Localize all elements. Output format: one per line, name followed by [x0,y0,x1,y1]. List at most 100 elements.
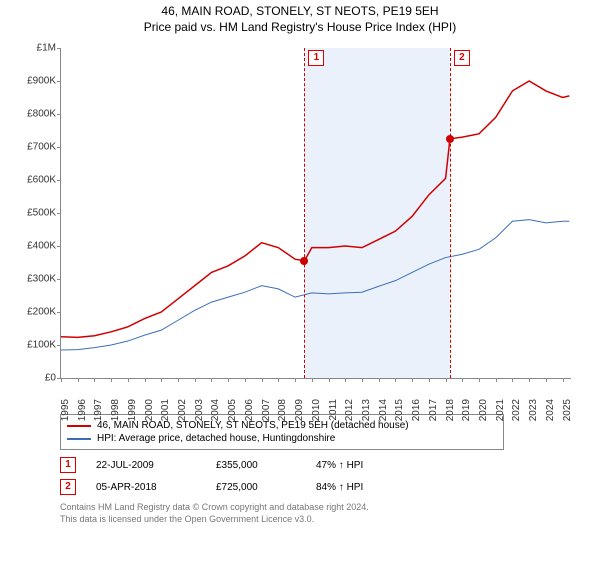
chart: 12 £0£100K£200K£300K£400K£500K£600K£700K… [20,38,580,408]
x-axis-label: 2017 [428,399,439,421]
series-property [61,81,569,337]
legend-label: 46, MAIN ROAD, STONELY, ST NEOTS, PE19 5… [97,420,409,431]
x-tick [362,378,363,382]
x-tick [278,378,279,382]
y-tick [57,213,61,214]
x-axis-label: 2020 [478,399,489,421]
x-tick [379,378,380,382]
x-axis-label: 2000 [144,399,155,421]
x-axis-label: 2025 [562,399,573,421]
y-axis-label: £100K [20,340,56,351]
x-axis-label: 1998 [110,399,121,421]
y-tick [57,81,61,82]
x-axis-label: 1995 [60,399,71,421]
x-axis-label: 2024 [545,399,556,421]
y-tick [57,246,61,247]
x-axis-label: 2014 [378,399,389,421]
x-axis-label: 2004 [210,399,221,421]
x-axis-label: 2008 [277,399,288,421]
y-tick [57,279,61,280]
x-tick [412,378,413,382]
x-tick [228,378,229,382]
x-axis-label: 2019 [461,399,472,421]
sales-row: 205-APR-2018£725,00084% ↑ HPI [60,476,580,498]
x-tick [429,378,430,382]
sales-table: 122-JUL-2009£355,00047% ↑ HPI205-APR-201… [60,454,580,498]
sales-marker: 1 [60,457,76,473]
y-axis-label: £600K [20,175,56,186]
plot-area: 12 [60,48,571,379]
x-axis-label: 2009 [294,399,305,421]
x-tick [512,378,513,382]
x-tick [462,378,463,382]
y-axis-label: £0 [20,373,56,384]
x-tick [345,378,346,382]
footer: Contains HM Land Registry data © Crown c… [60,502,580,525]
legend-swatch [67,425,91,427]
y-axis-label: £400K [20,241,56,252]
chart-lines [61,48,571,378]
y-axis-label: £700K [20,142,56,153]
y-tick [57,48,61,49]
x-axis-label: 2003 [194,399,205,421]
footer-line1: Contains HM Land Registry data © Crown c… [60,502,580,514]
x-axis-label: 2021 [495,399,506,421]
footer-line2: This data is licensed under the Open Gov… [60,514,580,526]
x-tick [245,378,246,382]
y-tick [57,147,61,148]
x-axis-label: 2001 [160,399,171,421]
y-tick [57,114,61,115]
page-subtitle: Price paid vs. HM Land Registry's House … [0,20,600,34]
x-tick [61,378,62,382]
sales-pct: 84% ↑ HPI [316,482,396,493]
y-tick [57,312,61,313]
x-tick [161,378,162,382]
x-axis-label: 2006 [244,399,255,421]
sales-date: 05-APR-2018 [96,482,196,493]
x-tick [295,378,296,382]
sales-row: 122-JUL-2009£355,00047% ↑ HPI [60,454,580,476]
x-tick [94,378,95,382]
x-tick [78,378,79,382]
y-axis-label: £500K [20,208,56,219]
sale-vline [450,48,451,378]
x-axis-label: 2015 [394,399,405,421]
x-tick [312,378,313,382]
legend-label: HPI: Average price, detached house, Hunt… [97,433,335,444]
x-tick [546,378,547,382]
x-tick [211,378,212,382]
y-axis-label: £300K [20,274,56,285]
x-axis-label: 2012 [344,399,355,421]
sale-dot [446,135,454,143]
x-tick [563,378,564,382]
sale-marker-label: 1 [308,50,324,66]
y-axis-label: £200K [20,307,56,318]
x-axis-label: 2010 [311,399,322,421]
x-tick [529,378,530,382]
sales-date: 22-JUL-2009 [96,460,196,471]
x-axis-label: 1996 [77,399,88,421]
sale-vline [304,48,305,378]
x-axis-label: 2018 [445,399,456,421]
sales-pct: 47% ↑ HPI [316,460,396,471]
legend-item: HPI: Average price, detached house, Hunt… [67,432,497,445]
x-tick [111,378,112,382]
x-axis-label: 1999 [127,399,138,421]
x-axis-label: 1997 [93,399,104,421]
x-axis-label: 2002 [177,399,188,421]
x-tick [195,378,196,382]
sale-marker-label: 2 [454,50,470,66]
y-axis-label: £800K [20,109,56,120]
x-axis-label: 2007 [261,399,272,421]
series-hpi [61,220,569,350]
x-axis-label: 2023 [528,399,539,421]
legend-swatch [67,438,91,440]
x-tick [145,378,146,382]
x-tick [496,378,497,382]
y-axis-label: £900K [20,76,56,87]
x-tick [395,378,396,382]
x-axis-label: 2022 [511,399,522,421]
sale-dot [300,257,308,265]
y-tick [57,180,61,181]
x-tick [128,378,129,382]
